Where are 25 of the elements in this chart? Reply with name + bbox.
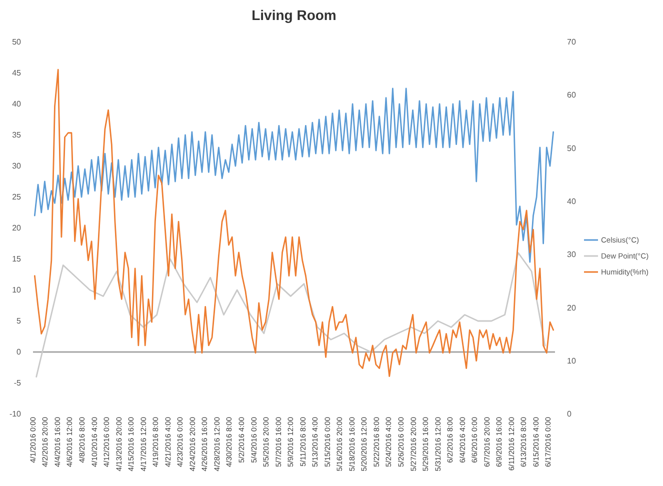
y-tick-label: 5 (16, 316, 22, 326)
y-tick-label: 15 (12, 254, 22, 264)
y-tick-label: 45 (12, 68, 22, 78)
y-tick-label: 10 (12, 286, 22, 295)
y2-tick-label: 0 (567, 410, 572, 419)
y-tick-label: 20 (12, 224, 22, 233)
y-tick-label: -5 (14, 378, 22, 388)
y2-tick-label: 20 (567, 303, 576, 312)
y2-tick-label: 40 (567, 196, 576, 206)
y2-tick-label: 50 (567, 144, 576, 153)
y-tick-label: 25 (12, 192, 22, 202)
y-tick-label: 0 (16, 348, 22, 357)
y-tick-label: 35 (12, 130, 22, 140)
line-series (34, 68, 554, 377)
line-series (36, 252, 546, 378)
y2-tick-label: 60 (567, 90, 576, 100)
y-tick-label: 30 (12, 162, 22, 171)
chart-title: Living Room (252, 7, 336, 23)
y2-tick-label: 70 (567, 38, 576, 47)
y-tick-label: -10 (9, 410, 22, 419)
y-tick-label: 50 (12, 38, 22, 47)
y-tick-label: 40 (12, 100, 22, 109)
line-series (34, 88, 554, 263)
y2-tick-label: 10 (567, 356, 576, 366)
y2-tick-label: 30 (567, 250, 576, 260)
